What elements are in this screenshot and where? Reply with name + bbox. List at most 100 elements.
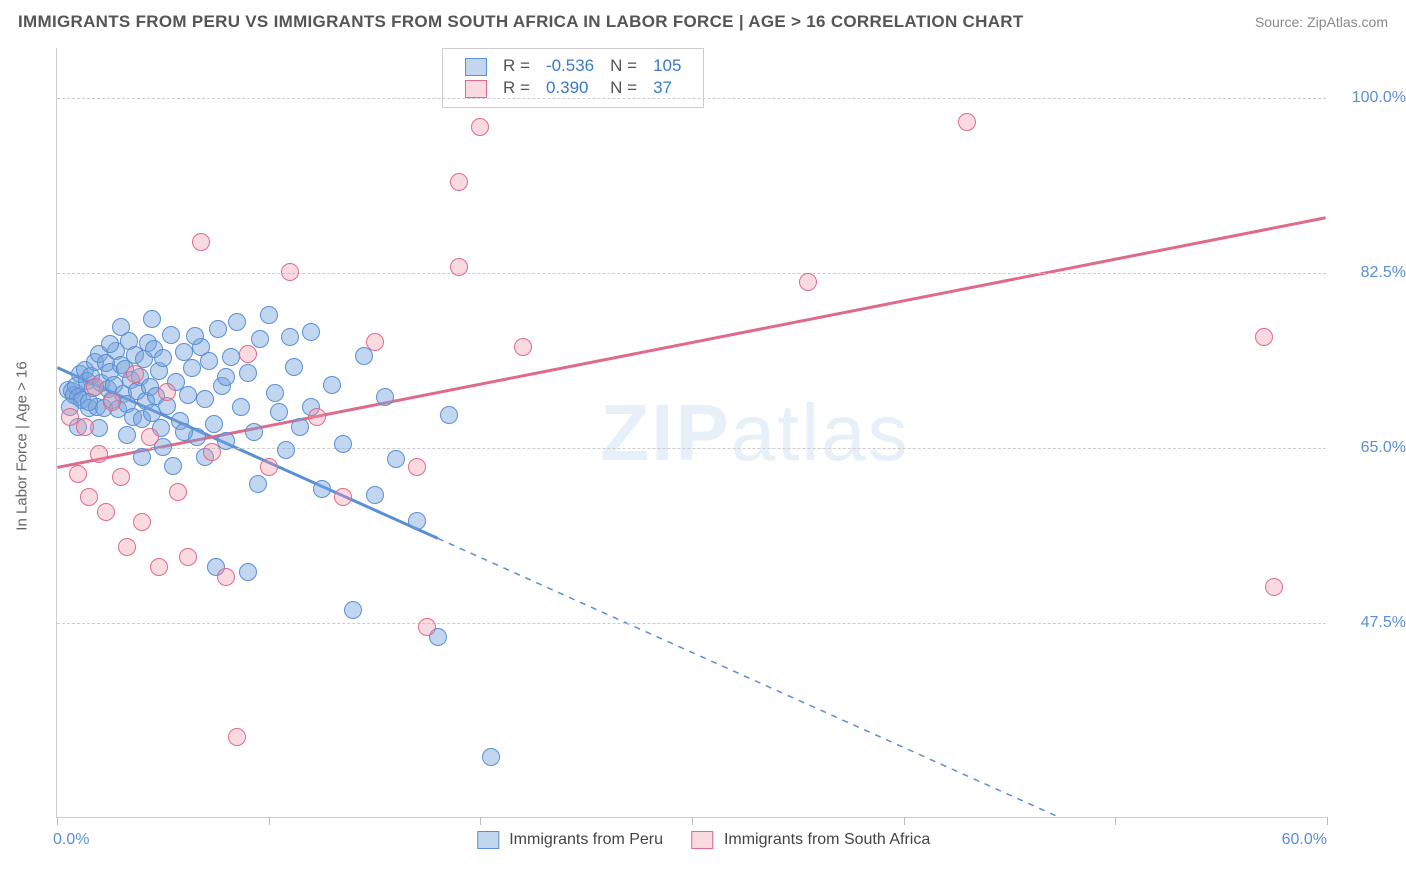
trend-line-extrapolated-peru <box>438 538 1326 817</box>
x-tick <box>692 817 693 825</box>
scatter-plot: ZIPatlas R = -0.536 N = 105 R = 0.390 N … <box>56 48 1326 818</box>
scatter-point-peru <box>118 426 136 444</box>
scatter-point-sa <box>80 488 98 506</box>
scatter-point-peru <box>239 563 257 581</box>
scatter-point-peru <box>251 330 269 348</box>
source-label: Source: ZipAtlas.com <box>1255 14 1388 30</box>
scatter-point-peru <box>162 326 180 344</box>
scatter-point-peru <box>245 423 263 441</box>
scatter-point-peru <box>482 748 500 766</box>
legend-label-peru: Immigrants from Peru <box>509 831 663 848</box>
scatter-point-peru <box>217 432 235 450</box>
scatter-point-peru <box>376 388 394 406</box>
y-tick-label: 47.5% <box>1336 614 1406 632</box>
scatter-point-peru <box>260 306 278 324</box>
scatter-point-peru <box>344 601 362 619</box>
scatter-point-sa <box>118 538 136 556</box>
scatter-point-peru <box>217 368 235 386</box>
gridline-h <box>57 273 1326 274</box>
scatter-point-sa <box>86 378 104 396</box>
scatter-point-peru <box>277 441 295 459</box>
scatter-point-peru <box>154 349 172 367</box>
scatter-point-peru <box>334 435 352 453</box>
scatter-point-sa <box>418 618 436 636</box>
scatter-point-peru <box>205 415 223 433</box>
scatter-point-sa <box>217 568 235 586</box>
scatter-point-peru <box>232 398 250 416</box>
scatter-point-peru <box>164 457 182 475</box>
scatter-point-sa <box>239 345 257 363</box>
scatter-point-peru <box>239 364 257 382</box>
x-tick <box>1115 817 1116 825</box>
scatter-point-peru <box>323 376 341 394</box>
legend-label-south-africa: Immigrants from South Africa <box>724 831 930 848</box>
scatter-point-sa <box>281 263 299 281</box>
scatter-point-peru <box>143 310 161 328</box>
scatter-point-sa <box>90 445 108 463</box>
scatter-point-sa <box>228 728 246 746</box>
scatter-point-sa <box>76 418 94 436</box>
scatter-point-sa <box>334 488 352 506</box>
swatch-south-africa <box>465 80 487 98</box>
scatter-point-sa <box>366 333 384 351</box>
x-tick <box>269 817 270 825</box>
scatter-point-sa <box>126 365 144 383</box>
scatter-point-sa <box>158 383 176 401</box>
scatter-point-sa <box>69 465 87 483</box>
scatter-point-sa <box>141 428 159 446</box>
scatter-point-peru <box>302 323 320 341</box>
scatter-point-peru <box>209 320 227 338</box>
legend-row-south-africa: R = 0.390 N = 37 <box>457 77 689 99</box>
gridline-h <box>57 448 1326 449</box>
scatter-point-sa <box>133 513 151 531</box>
y-tick-label: 100.0% <box>1336 89 1406 107</box>
scatter-point-peru <box>179 386 197 404</box>
scatter-point-peru <box>200 352 218 370</box>
scatter-point-peru <box>285 358 303 376</box>
scatter-point-peru <box>387 450 405 468</box>
scatter-point-sa <box>1265 578 1283 596</box>
scatter-point-sa <box>958 113 976 131</box>
scatter-point-peru <box>228 313 246 331</box>
scatter-point-sa <box>471 118 489 136</box>
scatter-point-peru <box>222 348 240 366</box>
scatter-point-sa <box>514 338 532 356</box>
scatter-point-sa <box>179 548 197 566</box>
scatter-point-sa <box>203 443 221 461</box>
swatch-peru <box>465 58 487 76</box>
scatter-point-sa <box>408 458 426 476</box>
legend-row-peru: R = -0.536 N = 105 <box>457 55 689 77</box>
scatter-point-sa <box>1255 328 1273 346</box>
scatter-point-peru <box>196 390 214 408</box>
scatter-point-peru <box>281 328 299 346</box>
scatter-point-sa <box>103 393 121 411</box>
scatter-point-peru <box>249 475 267 493</box>
gridline-h <box>57 98 1326 99</box>
scatter-point-sa <box>112 468 130 486</box>
scatter-point-peru <box>266 384 284 402</box>
x-tick <box>57 817 58 825</box>
scatter-point-peru <box>101 335 119 353</box>
scatter-point-peru <box>366 486 384 504</box>
gridline-h <box>57 623 1326 624</box>
x-tick-label: 0.0% <box>53 831 89 849</box>
scatter-point-peru <box>112 318 130 336</box>
series-legend: Immigrants from Peru Immigrants from Sou… <box>453 831 930 849</box>
scatter-point-sa <box>799 273 817 291</box>
scatter-point-peru <box>175 423 193 441</box>
scatter-point-sa <box>260 458 278 476</box>
scatter-point-sa <box>150 558 168 576</box>
scatter-point-peru <box>133 448 151 466</box>
scatter-point-sa <box>308 408 326 426</box>
scatter-point-peru <box>186 327 204 345</box>
scatter-point-peru <box>270 403 288 421</box>
scatter-point-sa <box>97 503 115 521</box>
swatch-south-africa-bottom <box>691 831 713 849</box>
correlation-legend: R = -0.536 N = 105 R = 0.390 N = 37 <box>442 48 704 108</box>
x-tick <box>480 817 481 825</box>
scatter-point-peru <box>440 406 458 424</box>
x-tick-label: 60.0% <box>1282 831 1327 849</box>
x-tick <box>904 817 905 825</box>
swatch-peru-bottom <box>477 831 499 849</box>
scatter-point-peru <box>291 418 309 436</box>
